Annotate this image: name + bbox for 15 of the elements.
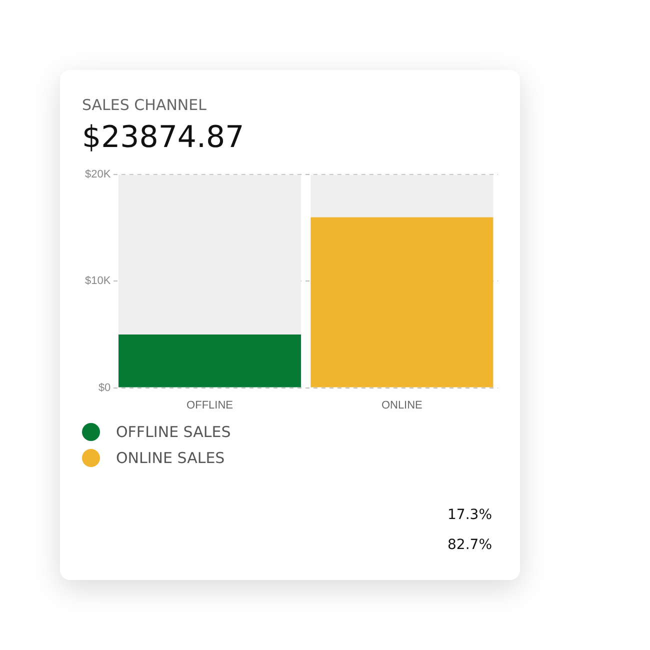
y-tick-label: $0 bbox=[98, 382, 111, 394]
text: 17.3% bbox=[448, 506, 492, 525]
x-tick-label: ONLINE bbox=[381, 399, 422, 412]
chart-subtitle: $23874.87 bbox=[82, 120, 246, 155]
bar bbox=[310, 174, 494, 218]
legend-label: OFFLINE SALES bbox=[116, 423, 231, 441]
text: 82.7% bbox=[448, 536, 492, 555]
legend-label: ONLINE SALES bbox=[116, 449, 225, 467]
y-tick-label: $10K bbox=[84, 275, 112, 288]
bar bbox=[310, 217, 494, 388]
bar bbox=[118, 334, 302, 388]
chart-title: SALES CHANNEL bbox=[82, 96, 208, 114]
x-tick-label: OFFLINE bbox=[186, 399, 233, 412]
bar bbox=[118, 174, 302, 334]
y-tick-label: $20K bbox=[84, 168, 112, 181]
